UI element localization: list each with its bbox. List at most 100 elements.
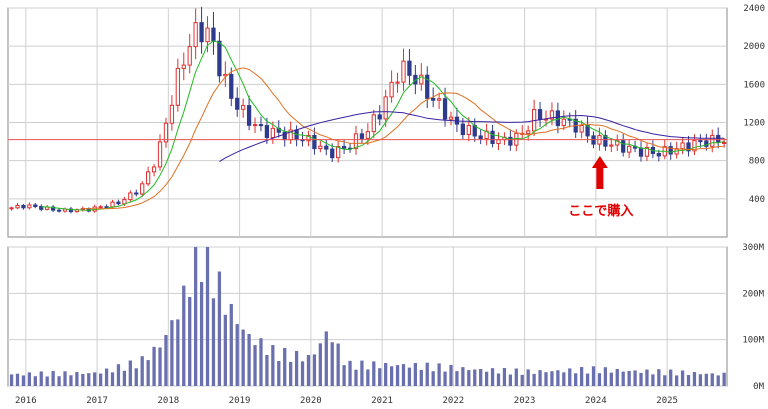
volume-bar (615, 368, 619, 386)
volume-bar (378, 368, 382, 386)
volume-bar (93, 372, 97, 386)
candle-body (680, 142, 685, 150)
price-tick-label: 2000 (743, 42, 765, 52)
annotation-text-bg (559, 201, 642, 219)
volume-bar (395, 365, 400, 386)
candle-body (15, 204, 20, 209)
volume-bar (473, 369, 477, 386)
candle-body (229, 73, 234, 99)
volume-bar (99, 373, 103, 386)
volume-bar (265, 354, 269, 386)
candle-body (21, 204, 26, 209)
candle-body (710, 134, 715, 147)
candle-body (431, 97, 436, 101)
volume-tick-label: 200M (742, 289, 764, 299)
volume-bar (508, 374, 513, 386)
moving-averages (41, 40, 725, 211)
volume-bar (484, 371, 489, 386)
candle-body (151, 166, 157, 173)
volume-bar (247, 334, 251, 386)
volume-bar (306, 354, 311, 386)
candle-body (460, 123, 466, 136)
candle-body (128, 192, 133, 201)
volume-bar (122, 370, 127, 386)
price-tick-label: 800 (749, 157, 765, 167)
volume-bar (229, 303, 233, 386)
volume-bar (277, 361, 281, 386)
candle-body (389, 81, 394, 98)
volume-bar (318, 343, 322, 386)
volume-bar (479, 368, 483, 386)
price-candles (9, 6, 727, 214)
volume-bar (597, 373, 602, 386)
x-tick-label: 2016 (15, 396, 37, 406)
volume-bar (134, 368, 138, 386)
candle-body (33, 204, 38, 208)
volume-bar (663, 375, 667, 386)
candle-body (9, 207, 14, 210)
volume-bar (158, 347, 162, 386)
volume-bar (467, 370, 471, 386)
candle-body (110, 201, 115, 208)
candle-body (217, 40, 222, 77)
volume-bar (205, 247, 210, 386)
candle-body (181, 64, 186, 69)
volume-bar (366, 369, 370, 386)
candle-body (692, 140, 697, 152)
volume-bar (15, 373, 20, 386)
candle-body (336, 146, 341, 159)
candle-body (508, 136, 513, 146)
candle-body (122, 199, 127, 205)
volume-bar (235, 324, 239, 386)
candle-body (537, 109, 543, 120)
x-tick-label: 2020 (300, 396, 322, 406)
volume-bar (686, 375, 691, 386)
volume-bar (9, 374, 14, 386)
volume-bar (455, 371, 459, 386)
candle-body (716, 134, 721, 144)
x-tick-label: 2017 (86, 396, 108, 406)
volume-bar (514, 368, 518, 386)
volume-bar (538, 370, 542, 386)
candle-body (526, 130, 531, 134)
volume-bar (223, 314, 227, 386)
price-grid (8, 7, 727, 237)
volume-bar (348, 360, 352, 386)
volume-bar (407, 367, 412, 386)
candle-body (56, 209, 62, 212)
candle-body (193, 22, 198, 48)
candle-body (561, 118, 566, 127)
price-tick-label: 1600 (743, 80, 765, 90)
candle-body (401, 60, 406, 83)
x-tick-label: 2018 (157, 396, 179, 406)
candle-body (686, 142, 691, 152)
candle-body (270, 127, 275, 139)
volume-bar (526, 369, 530, 386)
candle-body (490, 130, 495, 145)
volume-bar (502, 367, 507, 386)
volume-bar (211, 298, 216, 386)
volume-bar (300, 361, 305, 386)
volume-bar (710, 373, 714, 386)
candle-body (407, 60, 412, 76)
volume-bars (9, 247, 726, 386)
volume-bar (574, 373, 578, 386)
candle-body (621, 140, 626, 153)
price-tick-label: 400 (749, 195, 765, 205)
candle-body (39, 206, 44, 210)
volume-bar (330, 342, 334, 386)
x-axis: 2016 2017 2018 2019 2020 2021 2022 2023 2024 2025 (15, 396, 678, 406)
volume-bar (283, 347, 287, 386)
volume-bar (544, 372, 548, 386)
volume-bar (633, 370, 637, 386)
volume-tick-label: 300M (742, 243, 764, 253)
candle-body (359, 133, 365, 139)
volume-y-axis: 0M 100M 200M 300M (742, 243, 764, 392)
volume-bar (579, 367, 584, 386)
ma-mid-line (82, 67, 725, 210)
volume-bar (188, 296, 192, 386)
volume-bar (532, 373, 536, 386)
candle-body (609, 144, 614, 147)
candle-body (585, 125, 590, 137)
volume-bar (164, 335, 168, 386)
